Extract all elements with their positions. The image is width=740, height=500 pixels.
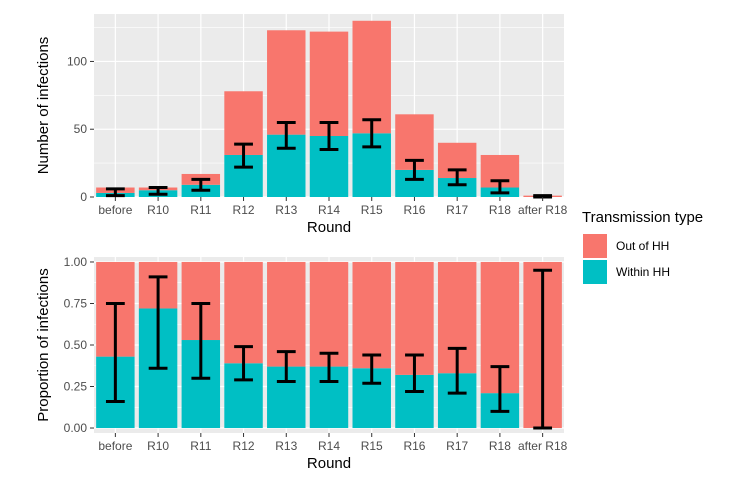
bar-out-of-hh xyxy=(309,31,349,136)
y-axis-title: Proportion of infections xyxy=(35,268,52,421)
legend-title: Transmission type xyxy=(582,209,703,226)
x-tick-label: R18 xyxy=(489,439,511,453)
bar-out-of-hh xyxy=(309,261,349,367)
y-tick-label: 50 xyxy=(74,122,88,136)
y-axis-title: Number of infections xyxy=(35,37,52,175)
legend: Transmission type Out of HH Within HH xyxy=(582,209,703,284)
x-tick-label: R17 xyxy=(446,203,468,217)
x-tick-label: R10 xyxy=(147,439,169,453)
x-tick-label: R16 xyxy=(403,439,425,453)
x-tick-label: R17 xyxy=(446,439,468,453)
bar-out-of-hh xyxy=(352,20,391,134)
x-tick-label: R12 xyxy=(233,439,255,453)
x-tick-label: R11 xyxy=(190,439,211,453)
y-tick-label: 1.00 xyxy=(64,255,88,269)
top-panel: 0 50 100 before R10 R11 R12 R13 R14 R15 R16 R17 R18 a… xyxy=(35,14,568,236)
bar-out-of-hh xyxy=(267,30,306,135)
legend-swatch-out-of-hh xyxy=(583,234,607,258)
x-tick-label: after R18 xyxy=(518,203,568,217)
x-tick-label: R15 xyxy=(361,203,383,217)
x-tick-label: R14 xyxy=(318,203,340,217)
y-tick-label: 0 xyxy=(80,190,87,204)
x-tick-label: before xyxy=(98,439,132,453)
x-tick-label: R13 xyxy=(275,439,297,453)
x-tick-label: R15 xyxy=(361,439,383,453)
y-tick-label: 0.25 xyxy=(64,380,88,394)
legend-swatch-within-hh xyxy=(583,260,607,284)
bar-out-of-hh xyxy=(267,261,306,367)
x-tick-label: R12 xyxy=(233,203,255,217)
y-tick-label: 0.75 xyxy=(64,296,88,310)
bar-out-of-hh xyxy=(352,261,391,369)
y-tick-label: 100 xyxy=(67,54,87,68)
x-tick-label: before xyxy=(98,203,132,217)
x-tick-label: R13 xyxy=(275,203,297,217)
x-axis-title: Round xyxy=(307,219,351,236)
bottom-panel: 0.00 0.25 0.50 0.75 1.00 before R10 R11 R12 R13 R1… xyxy=(35,255,568,472)
y-tick-label: 0.00 xyxy=(64,421,88,435)
y-tick-label: 0.50 xyxy=(64,338,88,352)
legend-label-within-hh: Within HH xyxy=(616,265,670,279)
x-tick-label: after R18 xyxy=(518,439,568,453)
legend-label-out-of-hh: Out of HH xyxy=(616,239,669,253)
bar-within-hh xyxy=(437,178,477,197)
x-tick-label: R18 xyxy=(489,203,511,217)
x-axis-title: Round xyxy=(307,455,351,472)
x-tick-label: R16 xyxy=(403,203,425,217)
x-tick-label: R11 xyxy=(190,203,211,217)
x-tick-label: R14 xyxy=(318,439,340,453)
x-tick-label: R10 xyxy=(147,203,169,217)
